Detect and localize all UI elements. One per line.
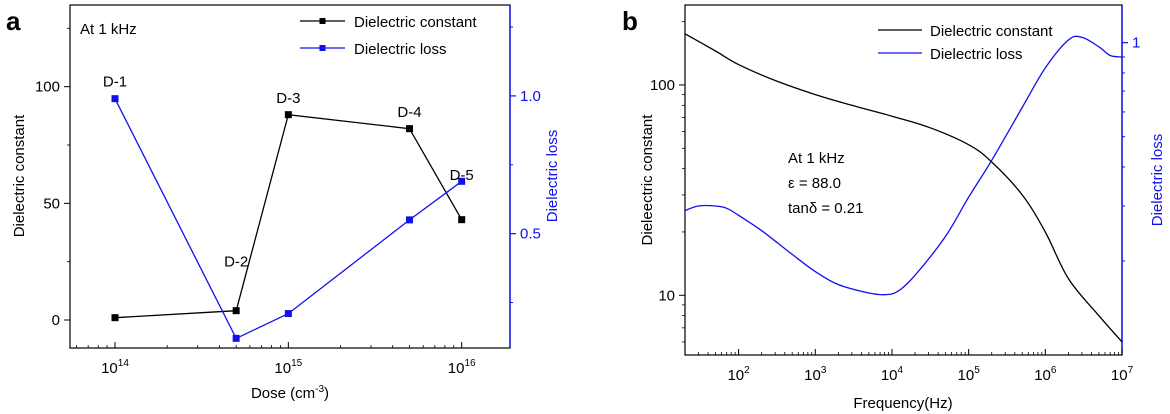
legend-marker-constant [319, 18, 326, 24]
x-tick-label: 1014 [101, 358, 129, 377]
data-point [458, 216, 466, 224]
data-point [284, 111, 292, 119]
panel-b-series-dielectric-loss [684, 35, 1123, 296]
point-label: D-5 [450, 167, 474, 184]
x-tick-label: 103 [804, 365, 827, 384]
panel-a-x-axis-title: Dose (cm-3) [251, 384, 329, 402]
point-label: D-1 [103, 74, 127, 91]
series-curve [684, 33, 1123, 343]
series-line [114, 113, 463, 319]
y-tick-label: 10 [658, 287, 675, 304]
x-tick-label: 102 [727, 365, 750, 384]
panel-a-letter: a [6, 6, 21, 36]
panel-b-annotations: At 1 kHz ε = 88.0 tanδ = 0.21 [788, 150, 864, 217]
panel-b-series-dielectric-constant [684, 33, 1123, 343]
y-tick-label: 50 [43, 195, 60, 212]
legend-label-constant: Dielectric constant [354, 14, 477, 31]
data-point [111, 314, 119, 322]
panel-b-right-axis-title: Dielectric loss [1149, 134, 1166, 227]
panel-b-legend-item-constant: Dielectric constant [878, 23, 1053, 40]
legend-label-loss: Dielectric loss [930, 46, 1023, 63]
panel-b-annotation-tandelta: tanδ = 0.21 [788, 200, 864, 217]
y-tick-label: 100 [35, 79, 60, 96]
panel-a-x-axis: 1014 1015 1016 [76, 342, 476, 377]
point-label: D-3 [276, 90, 300, 107]
data-point [458, 177, 466, 185]
series-curve [684, 35, 1123, 296]
right-tick-label: 1 [1132, 35, 1140, 52]
panel-b-legend-item-loss: Dielectric loss [878, 46, 1023, 63]
y-tick-label: 0 [52, 312, 60, 329]
panel-a-left-axis: 0 50 100 [35, 27, 70, 329]
panel-a: a 1014 1015 1016 0 50 100 0.5 1.0 At 1 kHz Do… [6, 4, 561, 402]
panel-b-x-axis: 102 103 104 105 106 107 [684, 349, 1134, 384]
data-point [232, 334, 240, 342]
panel-a-right-axis-title: Dielectric loss [544, 130, 561, 223]
panel-a-y-axis-title: Dielectric constant [11, 114, 28, 237]
panel-a-legend-item-loss: Dielectric loss [300, 41, 447, 58]
panel-b-letter: b [622, 6, 638, 36]
point-label: D-2 [224, 253, 248, 270]
legend-marker-loss [319, 45, 326, 51]
x-tick-label: 1016 [448, 358, 476, 377]
y-tick-label: 100 [650, 77, 675, 94]
right-tick-label: 1.0 [520, 88, 541, 105]
panel-a-right-axis: 0.5 1.0 [510, 26, 541, 304]
legend-label-loss: Dielectric loss [354, 41, 447, 58]
data-point [406, 125, 414, 133]
panel-b-annotation-epsilon: ε = 88.0 [788, 175, 841, 192]
panel-b-right-axis: 1 [1122, 35, 1140, 262]
panel-b-plot-frame [684, 4, 1123, 356]
panel-a-point-labels: D-1 D-2 D-3 D-4 D-5 [103, 74, 474, 271]
panel-b: b 102 103 104 105 106 107 10 100 1 Frequency(H… [622, 4, 1166, 412]
panel-b-left-axis: 10 100 [650, 21, 685, 343]
x-tick-label: 105 [958, 365, 981, 384]
panel-a-annotation: At 1 kHz [80, 21, 137, 38]
x-tick-label: 106 [1034, 365, 1057, 384]
panel-a-series-dielectric-constant [111, 111, 466, 322]
right-tick-label: 0.5 [520, 226, 541, 243]
panel-a-legend-item-constant: Dielectric constant [300, 14, 477, 31]
panel-a-series-dielectric-loss [111, 95, 466, 342]
x-tick-label: 107 [1111, 365, 1134, 384]
data-point [111, 95, 119, 103]
panel-b-legend: Dielectric constant Dielectric loss [878, 23, 1053, 63]
panel-b-x-axis-title: Frequency(Hz) [853, 395, 952, 412]
panel-b-annotation-freq: At 1 kHz [788, 150, 845, 167]
legend-label-constant: Dielectric constant [930, 23, 1053, 40]
x-tick-label: 104 [881, 365, 904, 384]
x-tick-label: 1015 [274, 358, 302, 377]
panel-b-y-axis-title: Dieleectric constant [639, 114, 656, 246]
data-point [406, 216, 414, 224]
data-point [284, 310, 292, 318]
panel-a-legend: Dielectric constant Dielectric loss [300, 14, 477, 58]
point-label: D-4 [397, 104, 421, 121]
data-point [232, 307, 240, 315]
